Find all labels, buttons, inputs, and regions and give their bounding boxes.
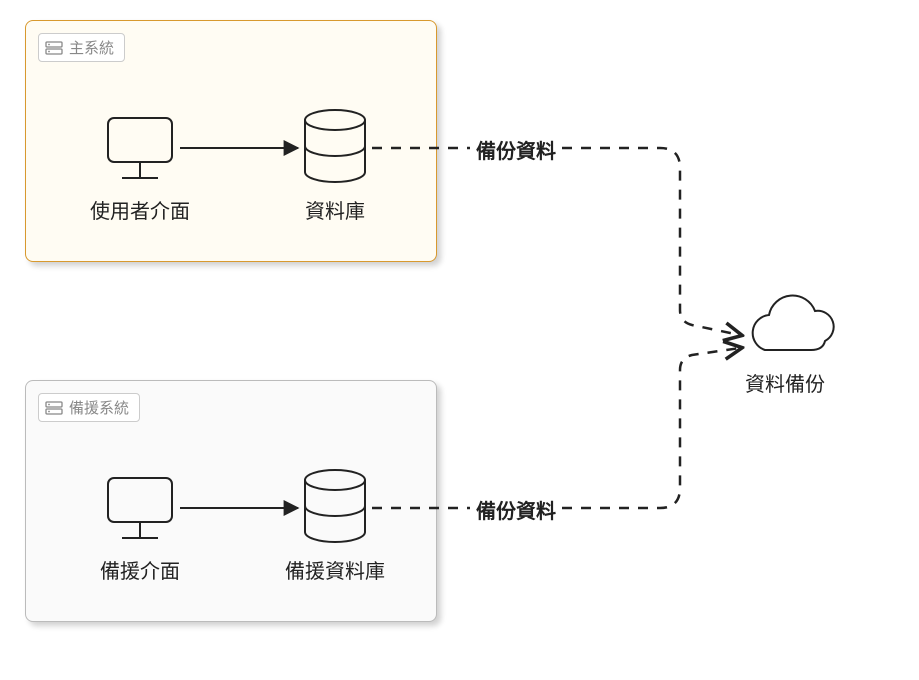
monitor-icon [108,118,172,178]
database-icon [305,110,365,182]
backup-ui-label: 備援介面 [90,555,190,584]
primary-ui-label: 使用者介面 [80,195,200,224]
backup-backup-edge-label: 備份資料 [470,495,562,524]
cloud-icon [753,296,834,350]
primary-db-to-cloud-edge [372,148,740,335]
primary-backup-edge-label: 備份資料 [470,135,562,164]
backup-db-to-cloud-edge [372,348,740,508]
monitor-icon [108,478,172,538]
database-icon [305,470,365,542]
cloud-label: 資料備份 [735,368,835,397]
primary-db-label: 資料庫 [295,195,375,224]
backup-db-label: 備援資料庫 [275,555,395,584]
